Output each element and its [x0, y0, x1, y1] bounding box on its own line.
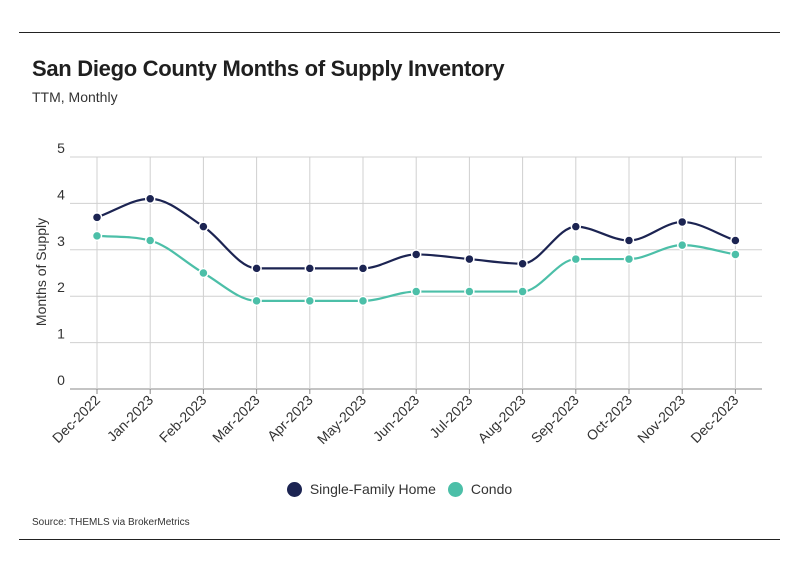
y-axis-ticks: 0 1 2 3 4 5	[57, 140, 65, 388]
legend-item-single-family[interactable]: Single-Family Home	[286, 481, 436, 497]
y-tick-label: 5	[57, 140, 65, 156]
data-point-condo[interactable]	[570, 253, 582, 265]
chart-title: San Diego County Months of Supply Invent…	[32, 56, 505, 81]
data-point-condo[interactable]	[198, 267, 209, 279]
x-tick-label: Jan-2023	[104, 392, 157, 445]
legend-label-single-family: Single-Family Home	[309, 481, 436, 497]
x-tick-label: Feb-2023	[156, 392, 210, 446]
data-point-single-family-home[interactable]	[570, 221, 582, 232]
x-axis-ticks: Dec-2022 Jan-2023 Feb-2023 Mar-2023 Apr-2023…	[49, 392, 742, 447]
y-tick-label: 3	[57, 233, 65, 249]
data-point-condo[interactable]	[464, 286, 475, 297]
data-point-single-family-home[interactable]	[517, 258, 528, 269]
data-point-condo[interactable]	[517, 286, 528, 297]
data-point-single-family-home[interactable]	[91, 212, 103, 223]
data-point-single-family-home[interactable]	[464, 253, 475, 265]
legend-marker-single-family	[286, 481, 302, 497]
x-tick-label: Dec-2022	[49, 392, 103, 446]
x-tick-label: Sep-2023	[528, 392, 582, 446]
data-point-single-family-home[interactable]	[357, 263, 369, 274]
chart-subtitle: TTM, Monthly	[32, 89, 118, 105]
data-point-condo[interactable]	[623, 253, 635, 265]
x-tick-label: Jul-2023	[426, 392, 475, 441]
x-tick-label: Jun-2023	[370, 392, 423, 445]
data-point-condo[interactable]	[676, 239, 688, 251]
x-tick-label: Apr-2023	[264, 392, 316, 444]
data-point-condo[interactable]	[410, 286, 422, 297]
legend-item-condo[interactable]: Condo	[447, 481, 513, 497]
legend-marker-condo	[447, 481, 463, 497]
data-point-condo[interactable]	[251, 295, 262, 307]
y-tick-label: 0	[57, 372, 65, 388]
data-point-single-family-home[interactable]	[198, 221, 209, 232]
data-point-condo[interactable]	[357, 295, 369, 307]
data-point-single-family-home[interactable]	[304, 263, 316, 274]
legend-label-condo: Condo	[470, 481, 513, 497]
data-point-single-family-home[interactable]	[676, 216, 688, 228]
series-layer	[91, 193, 741, 307]
source-note: Source: THEMLS via BrokerMetrics	[32, 517, 190, 528]
y-tick-label: 2	[57, 279, 65, 295]
x-tick-label: Mar-2023	[209, 392, 263, 446]
x-tick-label: May-2023	[314, 392, 369, 447]
data-point-single-family-home[interactable]	[410, 249, 422, 260]
data-point-single-family-home[interactable]	[251, 263, 262, 274]
bottom-rule	[19, 539, 780, 540]
data-point-condo[interactable]	[91, 230, 103, 242]
top-rule	[19, 32, 780, 33]
grid-layer	[70, 156, 762, 394]
y-tick-label: 1	[57, 326, 65, 342]
data-point-single-family-home[interactable]	[730, 235, 741, 246]
y-axis-label: Months of Supply	[33, 218, 49, 326]
data-point-condo[interactable]	[730, 249, 741, 260]
data-point-single-family-home[interactable]	[623, 235, 635, 246]
data-point-condo[interactable]	[144, 235, 156, 246]
x-tick-label: Oct-2023	[583, 392, 635, 444]
x-tick-label: Nov-2023	[634, 392, 688, 446]
x-tick-label: Dec-2023	[687, 392, 741, 446]
chart-legend: Single-Family Home Condo	[0, 481, 799, 497]
data-point-condo[interactable]	[304, 295, 316, 307]
data-point-single-family-home[interactable]	[144, 193, 156, 205]
y-tick-label: 4	[57, 186, 65, 202]
x-tick-label: Aug-2023	[474, 392, 528, 446]
